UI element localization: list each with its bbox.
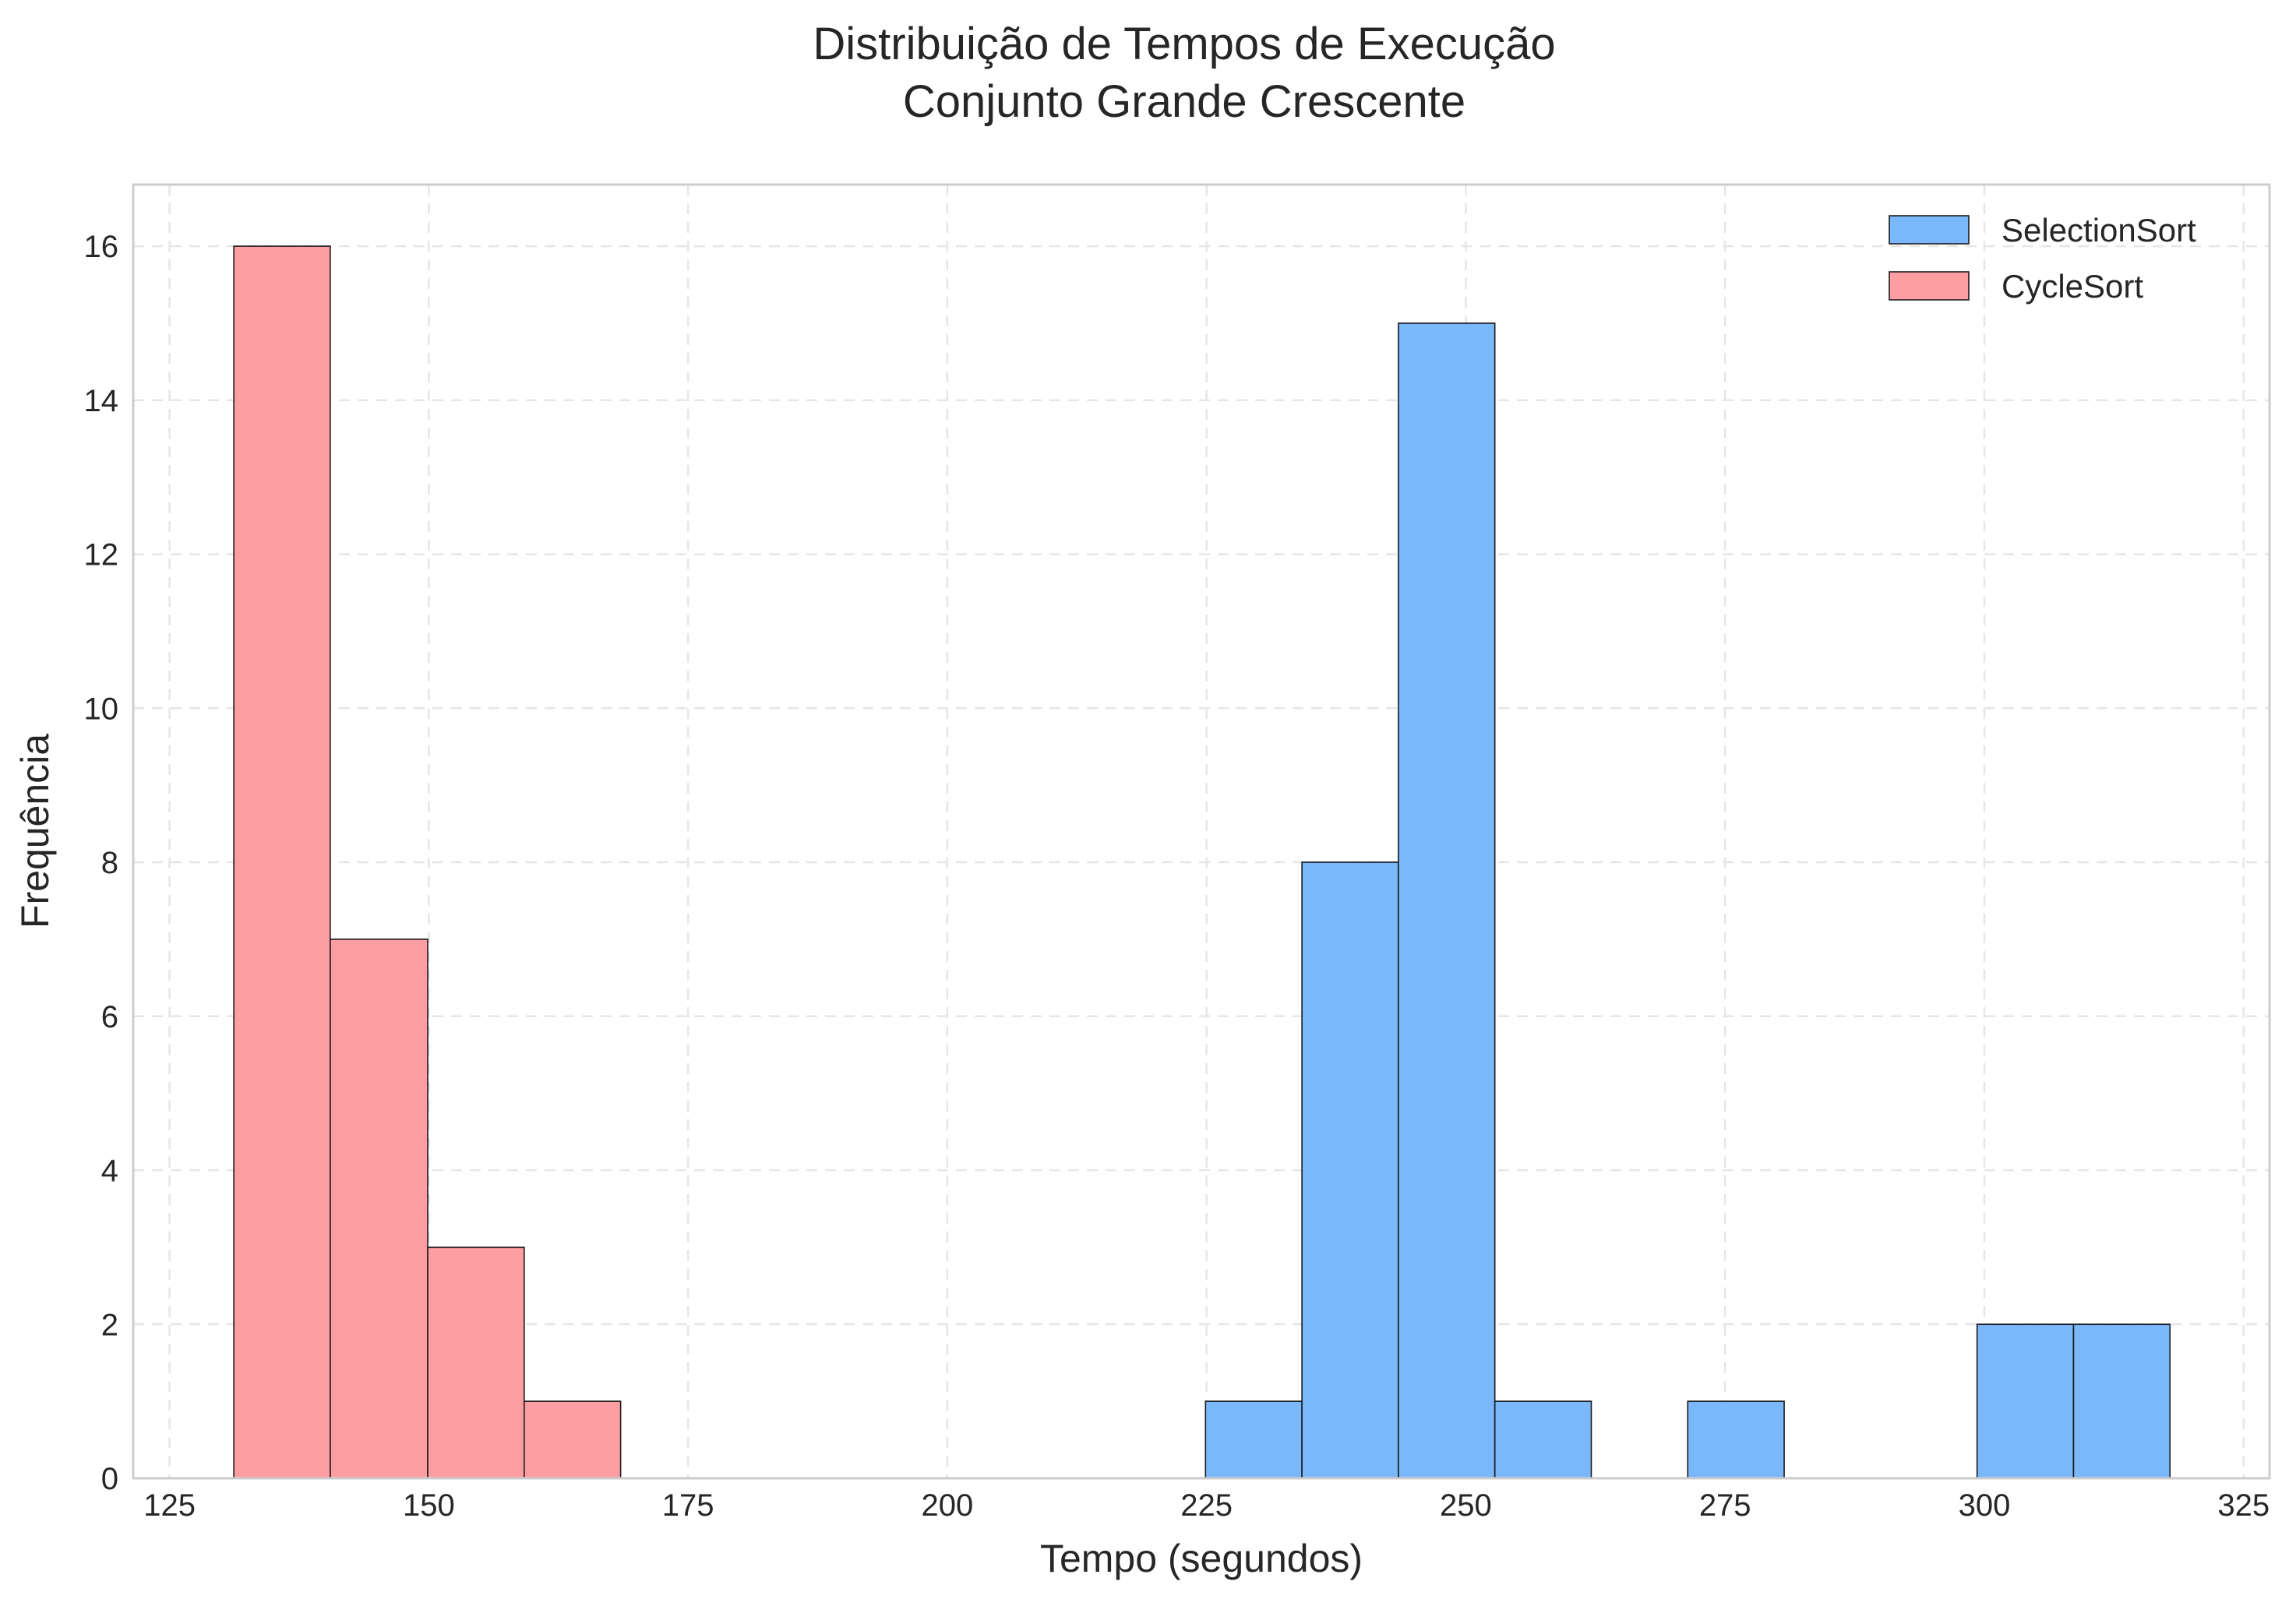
y-tick-label: 12 [84,538,119,572]
x-tick-label: 175 [662,1488,714,1523]
y-tick-label: 10 [84,692,119,726]
x-tick-label: 325 [2217,1488,2270,1523]
y-tick-label: 2 [101,1308,118,1342]
y-tick-label: 16 [84,230,119,264]
bar-cyclesort-3 [524,1400,622,1479]
x-tick-label: 200 [922,1488,974,1523]
x-tick-label: 150 [403,1488,455,1523]
plot-frame [132,183,2271,1480]
bar-selectionsort-4 [1687,1400,1785,1479]
y-tick-label: 6 [101,1000,118,1034]
x-tick-label: 275 [1699,1488,1751,1523]
x-ticks: 125 150 175 200 225 250 275 300 325 [143,1488,2270,1523]
y-axis-label: Frequência [13,734,57,928]
bar-selectionsort-0 [1204,1400,1303,1479]
chart-subtitle: Conjunto Grande Crescente [903,76,1465,127]
y-ticks: 0 2 4 6 8 10 12 14 16 [84,230,119,1496]
x-axis-label: Tempo (segundos) [1040,1537,1363,1580]
x-tick-label: 250 [1440,1488,1492,1523]
x-tick-label: 300 [1959,1488,2011,1523]
legend-swatch-cyclesort [1889,271,1970,301]
x-tick-label: 125 [143,1488,196,1523]
bar-cyclesort-1 [330,939,429,1479]
bar-cyclesort-0 [233,245,331,1479]
bar-selectionsort-3 [1494,1400,1592,1479]
legend-swatch-selectionsort [1889,215,1970,245]
y-tick-label: 4 [101,1154,118,1189]
bar-selectionsort-2 [1398,322,1496,1479]
legend-label-selectionsort: SelectionSort [2002,212,2196,248]
chart-title: Distribuição de Tempos de Execução [813,19,1555,69]
y-tick-label: 8 [101,846,118,880]
bar-cyclesort-2 [427,1246,525,1479]
x-tick-label: 225 [1180,1488,1233,1523]
bar-selectionsort-6 [2072,1323,2171,1479]
legend: SelectionSort CycleSort [1889,212,2196,305]
bar-selectionsort-5 [1976,1323,2075,1479]
y-tick-label: 14 [84,384,119,418]
bars-layer [233,245,2171,1479]
grid-layer [133,185,2270,1478]
bar-selectionsort-1 [1301,861,1399,1479]
legend-label-cyclesort: CycleSort [2002,268,2143,305]
y-tick-label: 0 [101,1462,118,1496]
